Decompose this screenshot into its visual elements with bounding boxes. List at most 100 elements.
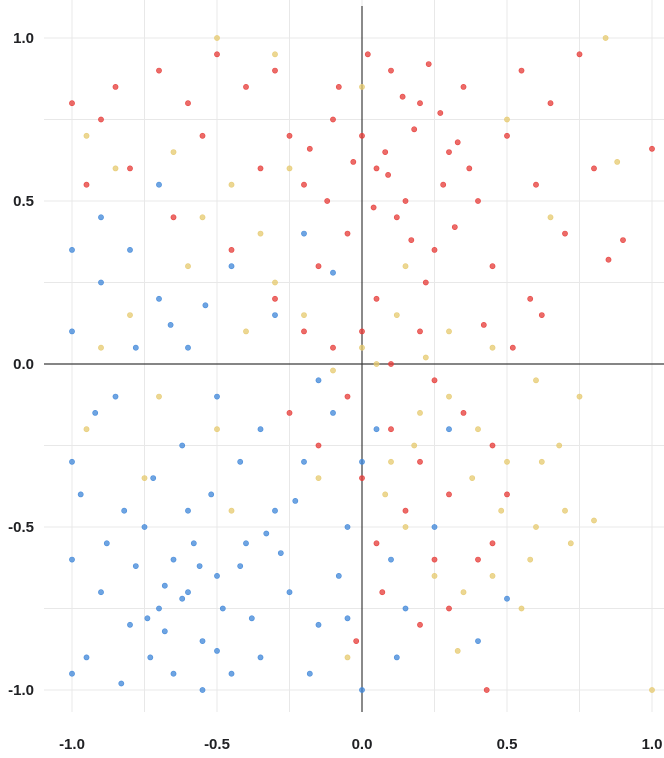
data-point [518,605,525,612]
data-point [359,132,365,139]
data-point [411,442,418,449]
data-point [483,687,490,693]
data-point [83,654,90,661]
y-tick-label: -0.5 [8,519,34,536]
data-point [547,100,554,107]
data-point [509,344,516,351]
data-point [460,84,467,90]
data-point [576,51,583,58]
data-point [77,491,84,498]
data-point [214,393,220,400]
data-point [301,458,307,465]
data-point [533,377,539,384]
data-point [504,491,510,498]
data-point [199,214,206,221]
x-tick-label: 0.0 [352,736,373,753]
x-tick-label: -1.0 [59,736,85,753]
y-tick-label: 0.5 [13,193,34,210]
data-point [373,426,380,433]
data-point [402,198,409,204]
data-point [460,409,467,416]
data-point [324,198,331,204]
data-point [243,540,249,547]
grid-lines [44,0,664,712]
data-point [425,61,432,67]
data-point [417,621,423,628]
data-point [527,556,534,563]
data-point [373,165,380,172]
data-point [364,51,371,58]
data-point [562,230,568,237]
data-point [185,589,191,596]
data-point [475,638,481,644]
data-point [576,393,583,400]
data-point [286,409,293,416]
data-point [504,458,510,465]
data-point [460,589,467,596]
data-point [591,165,597,172]
data-point [185,263,191,270]
x-tick-label: 0.5 [497,736,518,753]
data-point [422,279,429,286]
data-point [344,393,351,400]
data-point [649,145,655,152]
data-point [373,361,380,367]
data-point [446,426,452,433]
data-point [243,328,249,335]
data-point [504,595,510,602]
data-point [69,556,75,563]
data-point [446,393,452,400]
data-point [199,687,206,693]
data-point [335,573,342,579]
data-point [402,524,409,530]
data-point [69,458,75,465]
data-point [335,84,342,90]
data-point [373,295,380,302]
data-point [156,605,162,612]
data-point [393,312,400,318]
data-point [344,524,351,530]
data-point [272,67,278,74]
data-point [382,149,389,155]
data-point [402,263,409,270]
data-point [127,246,133,253]
data-point [489,573,496,579]
data-point [156,67,162,74]
data-point [170,670,177,677]
data-point [199,638,206,644]
data-point [489,540,496,547]
data-point [69,670,75,677]
data-point [306,145,313,152]
data-point [475,556,481,563]
data-point [315,475,322,481]
data-point [98,116,104,123]
data-point [359,687,365,693]
data-point [277,550,284,556]
data-point [237,563,244,569]
data-point [98,344,104,351]
data-point [417,409,423,416]
data-point [385,171,391,178]
data-point [431,377,438,384]
data-point [248,615,255,622]
data-point [417,328,423,335]
data-point [344,654,351,661]
data-point [431,246,438,253]
y-tick-label: 1.0 [13,30,34,47]
data-point [228,507,235,514]
data-point [431,524,438,530]
data-point [112,393,119,400]
data-point [359,84,365,90]
data-point [388,361,394,367]
data-point [199,132,206,139]
data-point [411,126,418,133]
data-point [399,93,406,100]
data-point [141,475,148,481]
data-point [614,158,621,165]
data-point [417,100,423,107]
data-point [306,670,313,677]
data-point [208,491,215,498]
data-point [538,312,545,318]
data-point [132,344,139,351]
data-point [454,139,461,146]
